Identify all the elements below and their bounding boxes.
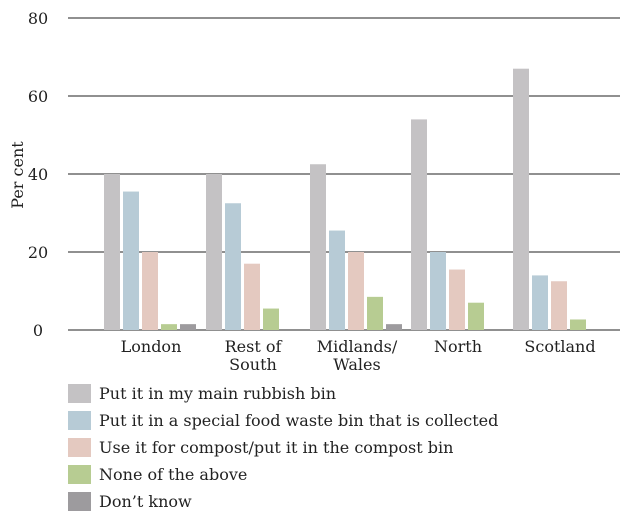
bar	[225, 203, 241, 330]
bar	[532, 275, 548, 330]
legend-item: Put it in a special food waste bin that …	[68, 407, 608, 434]
bar	[449, 269, 465, 330]
bar	[244, 263, 260, 330]
x-tick-label: North	[434, 337, 482, 356]
bar	[386, 324, 402, 330]
bar	[551, 281, 567, 330]
bar	[180, 324, 196, 330]
bar	[468, 302, 484, 330]
bar	[513, 68, 529, 330]
x-tick-label: South	[229, 355, 277, 374]
bar	[263, 308, 279, 330]
x-tick-label: Midlands/	[317, 337, 398, 356]
legend-label: Don’t know	[99, 492, 192, 511]
x-tick-label: Scotland	[524, 337, 595, 356]
y-tick-label: 80	[28, 9, 48, 28]
legend-swatch	[68, 492, 91, 511]
legend-swatch	[68, 384, 91, 403]
bar	[570, 319, 586, 330]
y-tick-label: 40	[28, 165, 48, 184]
legend-swatch	[68, 465, 91, 484]
x-tick-label: Wales	[333, 355, 380, 374]
legend-label: Use it for compost/put it in the compost…	[99, 438, 454, 457]
legend: Put it in my main rubbish bin Put it in a…	[68, 380, 608, 515]
x-tick-label: London	[121, 337, 182, 356]
bar	[310, 164, 326, 330]
bar	[142, 252, 158, 330]
x-tick-label: Rest of	[225, 337, 283, 356]
bar	[123, 191, 139, 330]
bar	[161, 324, 177, 330]
y-tick-label: 0	[33, 321, 43, 340]
bar	[206, 174, 222, 330]
legend-item: None of the above	[68, 461, 608, 488]
legend-item: Don’t know	[68, 488, 608, 515]
bar	[367, 296, 383, 330]
bar	[430, 252, 446, 330]
legend-swatch	[68, 438, 91, 457]
legend-label: Put it in my main rubbish bin	[99, 384, 337, 403]
bar	[411, 119, 427, 331]
legend-label: None of the above	[99, 465, 248, 484]
y-axis-label: Per cent	[8, 141, 27, 209]
bar	[348, 252, 364, 330]
bar	[104, 174, 120, 330]
legend-label: Put it in a special food waste bin that …	[99, 411, 499, 430]
legend-item: Use it for compost/put it in the compost…	[68, 434, 608, 461]
bar	[329, 230, 345, 330]
legend-swatch	[68, 411, 91, 430]
y-tick-label: 60	[28, 87, 48, 106]
y-tick-label: 20	[28, 243, 48, 262]
legend-item: Put it in my main rubbish bin	[68, 380, 608, 407]
